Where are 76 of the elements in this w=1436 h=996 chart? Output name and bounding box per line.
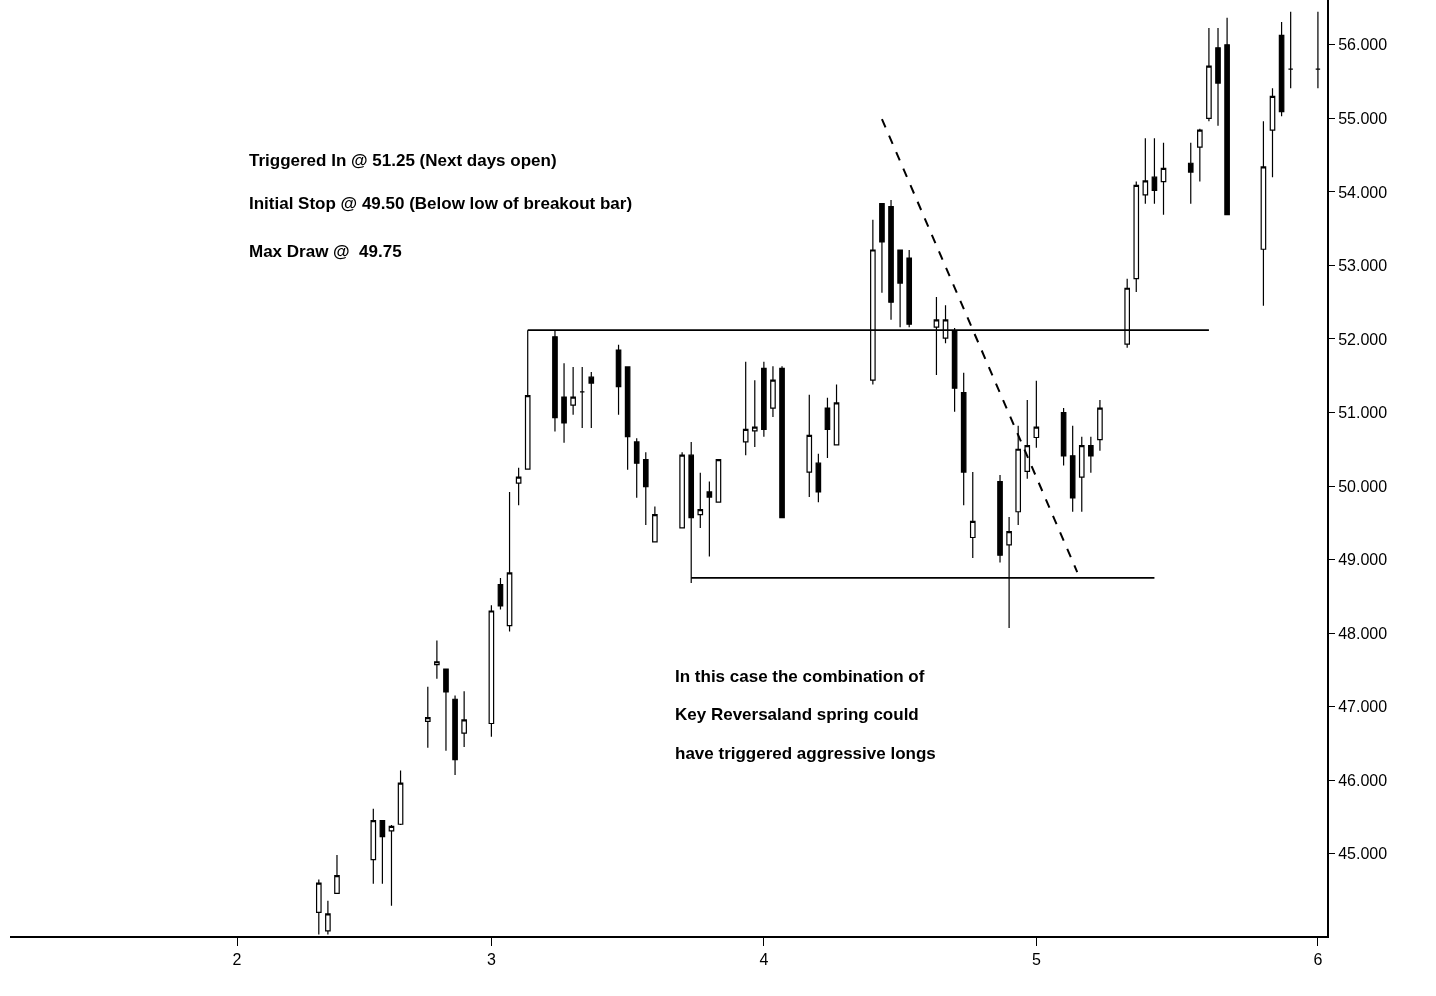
y-tick-label: 48.000 — [1338, 624, 1388, 642]
candlestick — [506, 491, 513, 633]
x-tick-label: 4 — [759, 951, 769, 969]
annotation: Max Draw @ 49.75 — [249, 242, 402, 261]
annotation: Triggered In @ 51.25 (Next days open) — [249, 151, 557, 170]
candlestick — [615, 344, 622, 416]
candlestick — [897, 249, 903, 328]
candlestick — [751, 379, 758, 448]
y-tick-label: 47.000 — [1338, 698, 1388, 716]
candlestick — [1160, 142, 1167, 216]
candlestick — [779, 365, 785, 519]
candlestick — [997, 474, 1003, 564]
candlestick — [1315, 11, 1321, 89]
x-tick-label: 2 — [232, 951, 242, 969]
candlestick — [815, 453, 822, 503]
candlestick — [1260, 120, 1267, 307]
annotation: In this case the combination of — [675, 667, 925, 686]
annotation: Key Reversaland spring could — [675, 705, 919, 724]
x-tick-label: 3 — [486, 951, 496, 969]
candlestick — [488, 604, 495, 738]
candlestick — [497, 577, 504, 611]
candlestick — [833, 383, 840, 446]
candlestick — [1069, 425, 1076, 513]
y-tick-label: 46.000 — [1338, 771, 1388, 789]
candlestick — [806, 394, 813, 498]
candlestick — [1015, 425, 1022, 526]
x-tick-label: 6 — [1313, 951, 1323, 969]
candlestick — [515, 467, 522, 506]
candlestick — [642, 451, 649, 526]
candlestick — [1060, 407, 1067, 467]
y-tick-label: 51.000 — [1338, 404, 1388, 422]
candlestick — [742, 361, 749, 456]
candlestick — [1033, 380, 1040, 449]
candlestick — [1133, 181, 1140, 293]
y-tick-label: 52.000 — [1338, 330, 1388, 348]
candlestick — [770, 365, 776, 418]
y-tick-label: 49.000 — [1338, 551, 1388, 569]
candlestick — [697, 472, 704, 529]
candlestick — [561, 362, 567, 444]
candlestick — [1024, 399, 1031, 480]
candlestick — [1197, 128, 1203, 183]
candlestick — [1151, 137, 1158, 205]
y-tick-label: 45.000 — [1338, 845, 1388, 863]
y-tick-label: 55.000 — [1338, 109, 1388, 127]
candlestick — [1269, 87, 1276, 178]
candlestick — [879, 203, 885, 294]
candlestick — [652, 506, 658, 543]
y-tick-label: 50.000 — [1338, 477, 1388, 495]
x-tick-label: 5 — [1031, 951, 1041, 969]
candlestick — [1097, 399, 1103, 452]
candlestick — [1215, 27, 1221, 127]
candlestick — [706, 481, 713, 558]
candlestick — [579, 366, 586, 429]
candlestick — [969, 471, 976, 559]
candlestick — [633, 437, 640, 499]
candlestick — [679, 451, 685, 529]
candlestick — [1088, 436, 1094, 474]
candlestick — [624, 366, 631, 471]
candlestick — [1078, 436, 1085, 513]
y-tick-label: 53.000 — [1338, 257, 1388, 275]
annotation: have triggered aggressive longs — [675, 744, 936, 763]
y-tick-label: 54.000 — [1338, 183, 1388, 201]
candlestick — [570, 366, 576, 416]
candlestick — [761, 361, 767, 438]
y-tick-label: 56.000 — [1338, 36, 1388, 54]
candlestick — [1287, 11, 1294, 89]
candlestick — [588, 371, 595, 429]
candlestick — [1224, 17, 1230, 216]
candlestick — [1142, 137, 1149, 205]
candlestick — [888, 199, 894, 321]
candlestick — [906, 249, 913, 328]
annotation: Initial Stop @ 49.50 (Below low of breakout bar) — [249, 194, 633, 213]
candlestick — [960, 372, 967, 506]
candlestick — [1187, 142, 1194, 205]
candlestick — [824, 397, 831, 459]
candlestick — [1206, 27, 1212, 122]
